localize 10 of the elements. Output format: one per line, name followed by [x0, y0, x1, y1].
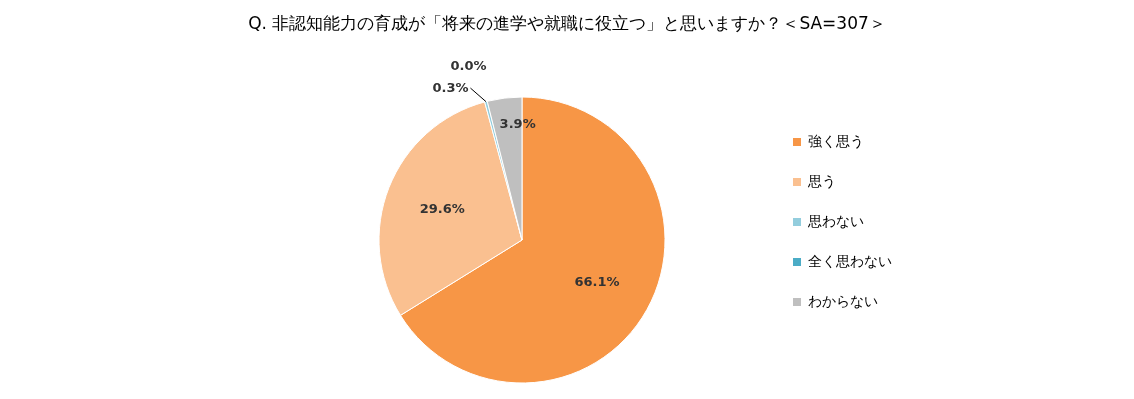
- data-label: 0.3%: [432, 80, 469, 96]
- chart-title: Q. 非認知能力の育成が「将来の進学や就職に役立つ」と思いますか？＜SA=307＞: [248, 13, 886, 33]
- legend-label: わからない: [808, 293, 878, 309]
- legend-label: 思う: [807, 173, 836, 189]
- data-label: 66.1%: [574, 273, 620, 289]
- data-label: 29.6%: [419, 200, 465, 216]
- legend-label: 強く思う: [808, 133, 864, 149]
- legend-label: 思わない: [807, 213, 864, 229]
- text: 0.0%: [450, 58, 487, 74]
- legend-label: 全く思わない: [808, 253, 892, 269]
